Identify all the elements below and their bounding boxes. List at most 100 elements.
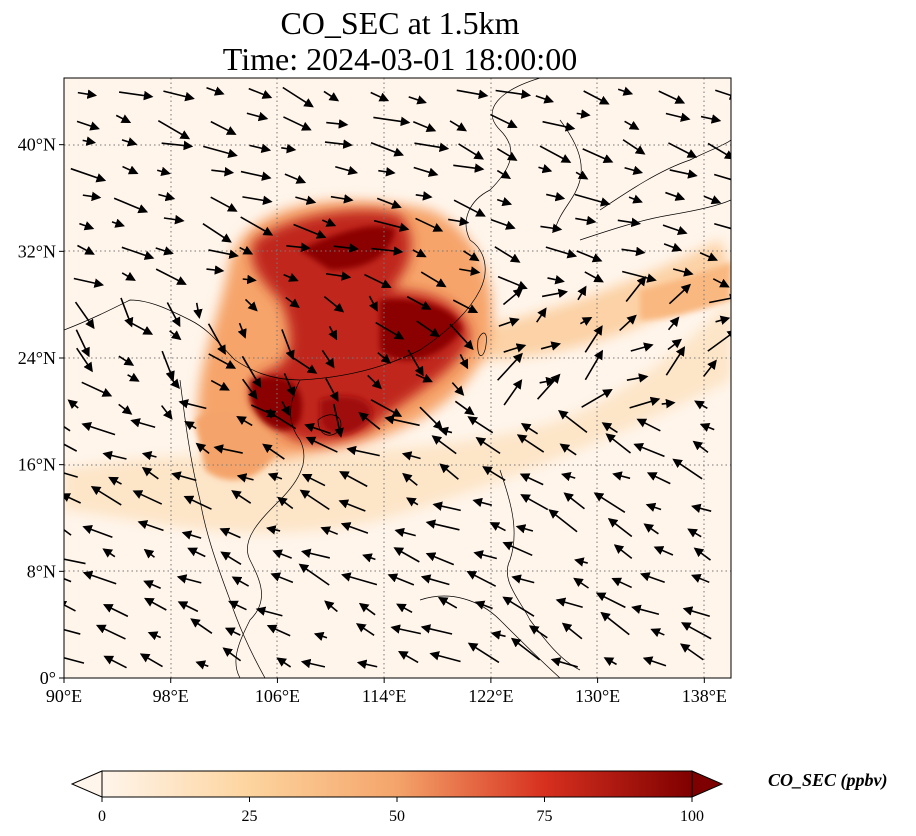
wind-arrow xyxy=(573,577,589,589)
wind-arrow xyxy=(393,547,420,563)
wind-arrow xyxy=(285,296,300,309)
wind-arrow xyxy=(118,90,154,101)
wind-arrow xyxy=(355,623,375,636)
wind-arrow xyxy=(64,528,72,536)
wind-arrow xyxy=(667,338,683,351)
wind-arrow xyxy=(617,86,634,96)
wind-arrow xyxy=(420,624,453,635)
x-tick-label: 138°E xyxy=(682,686,727,706)
wind-arrow xyxy=(498,317,520,327)
wind-arrow xyxy=(64,558,86,565)
x-tick-label: 98°E xyxy=(153,686,189,706)
y-tick-label: 0° xyxy=(40,668,56,688)
wind-arrow xyxy=(137,520,164,532)
wind-arrow xyxy=(210,120,237,135)
wind-arrow xyxy=(408,95,427,105)
wind-arrow xyxy=(665,346,686,376)
wind-arrow xyxy=(394,527,416,538)
wind-arrow xyxy=(210,196,238,212)
wind-arrow xyxy=(276,657,292,668)
wind-arrow xyxy=(459,266,481,276)
wind-arrow xyxy=(520,423,539,435)
wind-arrow xyxy=(519,473,544,486)
wind-arrow xyxy=(646,472,671,485)
wind-arrow xyxy=(304,423,331,435)
wind-arrow xyxy=(77,89,98,99)
wind-arrow xyxy=(617,217,642,228)
y-tick-label: 32°N xyxy=(18,241,56,261)
wind-arrow xyxy=(324,139,353,149)
colorbar-extend-high xyxy=(691,770,724,798)
wind-arrow xyxy=(81,381,113,397)
wind-arrow xyxy=(127,372,140,382)
wind-arrow xyxy=(325,378,339,402)
wind-arrow xyxy=(406,497,419,507)
wind-arrow xyxy=(122,165,139,175)
wind-arrow xyxy=(669,169,698,179)
wind-arrow xyxy=(401,451,421,461)
wind-arrow xyxy=(320,526,338,536)
wind-arrow xyxy=(64,493,81,504)
wind-arrow xyxy=(558,409,588,434)
wind-arrow xyxy=(510,637,541,661)
wind-arrow xyxy=(330,194,354,204)
wind-arrow xyxy=(121,137,138,147)
wind-arrow xyxy=(482,466,506,481)
wind-arrow xyxy=(451,382,465,396)
wind-arrow xyxy=(574,557,588,567)
wind-arrow xyxy=(166,302,181,328)
wind-arrow xyxy=(429,651,461,663)
wind-arrow xyxy=(121,271,136,281)
wind-arrow xyxy=(714,222,731,230)
wind-arrow xyxy=(643,523,659,535)
wind-arrow xyxy=(160,405,173,420)
wind-arrow xyxy=(324,600,338,613)
wind-arrow xyxy=(454,400,475,416)
wind-arrow xyxy=(95,624,126,640)
wind-arrow xyxy=(502,541,533,557)
wind-arrow xyxy=(283,272,299,282)
wind-arrow xyxy=(584,325,603,353)
wind-arrow xyxy=(240,216,274,236)
wind-arrow xyxy=(376,197,402,209)
wind-arrow xyxy=(364,273,392,288)
colorbar-tick-label: 75 xyxy=(537,808,553,825)
wind-arrow xyxy=(157,119,191,140)
wind-arrow xyxy=(206,265,225,275)
wind-arrow xyxy=(497,352,523,381)
wind-arrow xyxy=(266,525,281,535)
wind-arrow xyxy=(665,112,691,122)
wind-arrow xyxy=(236,473,254,483)
wind-arrow xyxy=(453,199,486,217)
wind-arrow xyxy=(702,359,717,377)
wind-arrow xyxy=(577,285,587,301)
wind-arrow xyxy=(413,166,439,177)
wind-arrow xyxy=(584,271,604,283)
wind-arrow xyxy=(272,549,292,559)
wind-arrow xyxy=(687,528,702,538)
wind-arrow xyxy=(516,434,545,453)
colorbar-tick-label: 50 xyxy=(389,808,405,825)
wind-arrow xyxy=(550,657,578,668)
wind-arrow xyxy=(163,90,195,102)
wind-arrow xyxy=(326,119,349,129)
wind-arrow xyxy=(622,270,657,283)
wind-arrow xyxy=(416,320,441,338)
wind-arrow xyxy=(64,628,81,635)
wind-arrow xyxy=(576,109,591,119)
co-concentration-field xyxy=(64,200,731,533)
wind-arrow xyxy=(358,602,376,616)
wind-arrow xyxy=(699,422,715,432)
wind-arrow xyxy=(582,148,614,163)
wind-arrow xyxy=(633,442,665,458)
wind-arrow xyxy=(715,315,731,325)
wind-arrow xyxy=(132,490,163,505)
wind-arrow xyxy=(219,527,241,539)
wind-arrow xyxy=(169,330,182,341)
wind-arrow xyxy=(73,277,105,288)
wind-arrow xyxy=(626,373,649,383)
wind-arrow xyxy=(181,530,202,540)
wind-arrow xyxy=(74,301,95,330)
wind-arrow xyxy=(560,471,576,482)
wind-arrow xyxy=(595,592,626,609)
